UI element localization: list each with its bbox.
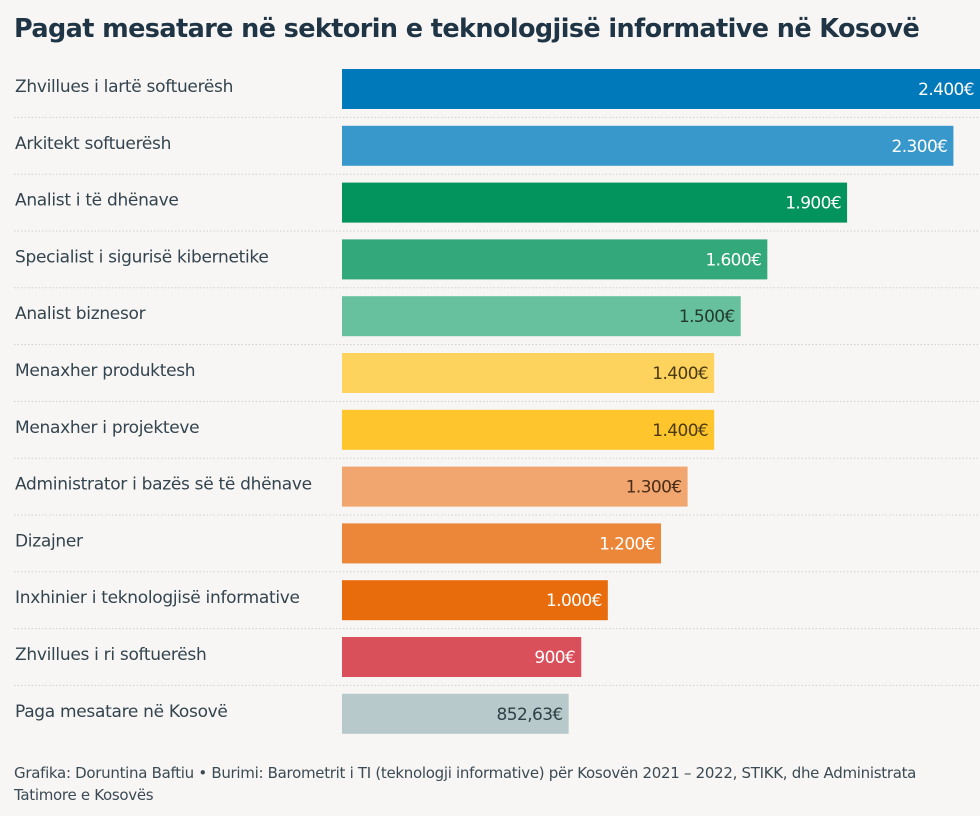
bar <box>342 296 741 337</box>
category-label: Specialist i sigurisë kibernetike <box>15 247 269 267</box>
category-label: Paga mesatare në Kosovë <box>15 702 228 722</box>
source-credit: Grafika: Doruntina Baftiu • Burimi: Baro… <box>14 764 917 804</box>
bar <box>342 182 848 223</box>
bar <box>342 466 688 507</box>
category-label: Analist i të dhënave <box>15 191 179 211</box>
bar <box>342 637 582 677</box>
category-label: Arkitekt softuerësh <box>15 134 171 154</box>
bar <box>342 353 715 393</box>
bar <box>342 580 608 621</box>
value-label: 1.900€ <box>785 194 841 214</box>
value-label: 1.000€ <box>546 591 602 611</box>
value-label: 900€ <box>534 648 575 668</box>
bar <box>342 523 661 564</box>
bar <box>342 409 715 450</box>
value-label: 1.400€ <box>652 421 708 441</box>
category-label: Inxhinier i teknologjisë informative <box>15 588 300 608</box>
bar <box>342 125 954 166</box>
category-label: Dizajner <box>15 531 83 551</box>
category-label: Menaxher produktesh <box>15 361 195 381</box>
value-label: 1.600€ <box>705 250 761 270</box>
value-label: 2.300€ <box>892 137 948 157</box>
bar <box>342 239 768 280</box>
value-label: 1.500€ <box>679 307 735 327</box>
value-label: 1.400€ <box>652 364 708 384</box>
bar <box>342 693 569 734</box>
category-label: Analist biznesor <box>15 304 146 324</box>
chart-title: Pagat mesatare në sektorin e teknologjis… <box>14 14 920 44</box>
category-label: Zhvillues i ri softuerësh <box>15 645 206 665</box>
category-label: Administrator i bazës së të dhënave <box>15 475 312 495</box>
category-label: Menaxher i projekteve <box>15 418 199 438</box>
bar <box>342 69 980 109</box>
category-label: Zhvillues i lartë softuerësh <box>15 77 233 97</box>
value-label: 1.200€ <box>599 534 655 554</box>
value-label: 2.400€ <box>918 80 974 100</box>
value-label: 1.300€ <box>626 478 682 498</box>
value-label: 852,63€ <box>497 705 563 725</box>
